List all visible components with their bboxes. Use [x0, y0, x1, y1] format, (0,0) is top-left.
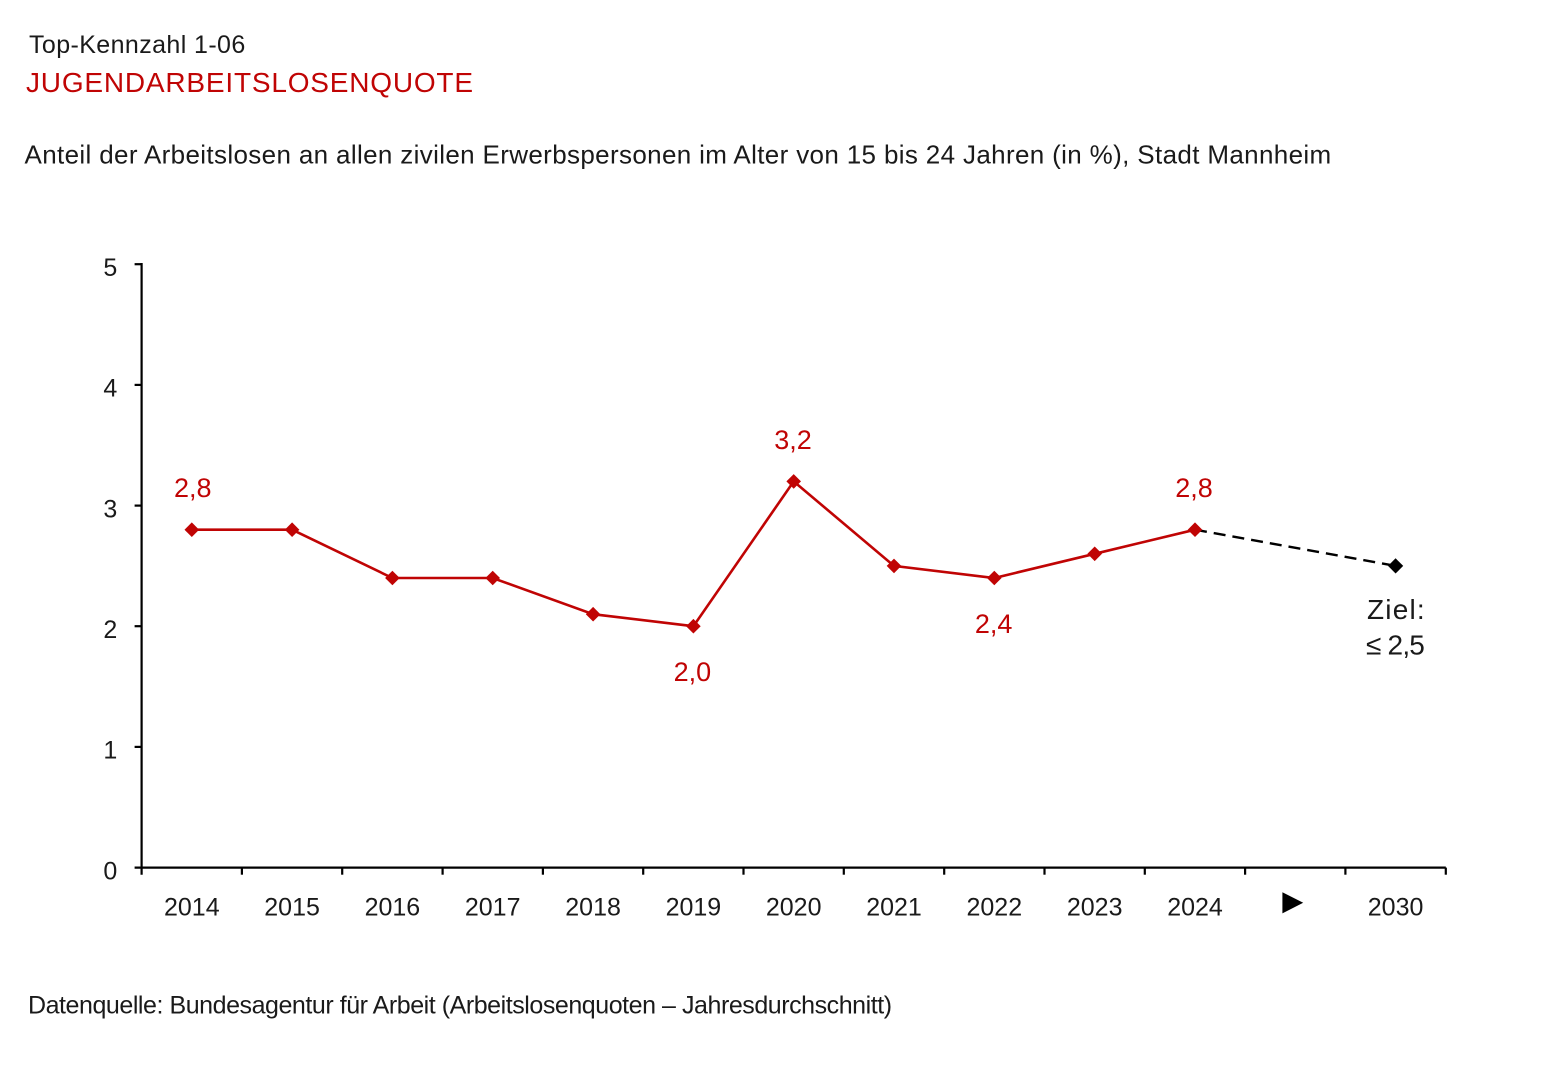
svg-text:Top-Kennzahl 1-06: Top-Kennzahl 1-06 — [29, 31, 246, 59]
svg-text:2019: 2019 — [666, 893, 722, 921]
svg-text:2030: 2030 — [1368, 893, 1424, 921]
svg-text:3,2: 3,2 — [774, 425, 812, 455]
svg-text:2,0: 2,0 — [674, 657, 712, 687]
svg-text:0: 0 — [103, 857, 117, 885]
svg-text:2,8: 2,8 — [1175, 473, 1213, 503]
svg-text:Ziel:: Ziel: — [1367, 594, 1426, 625]
svg-text:2024: 2024 — [1167, 893, 1223, 921]
svg-text:JUGENDARBEITSLOSENQUOTE: JUGENDARBEITSLOSENQUOTE — [26, 67, 474, 98]
svg-text:2016: 2016 — [365, 893, 421, 921]
svg-text:2014: 2014 — [164, 893, 220, 921]
svg-text:Anteil der Arbeitslosen an all: Anteil der Arbeitslosen an allen zivilen… — [25, 139, 1332, 169]
svg-text:2023: 2023 — [1067, 893, 1123, 921]
svg-text:2015: 2015 — [264, 893, 320, 921]
svg-text:2: 2 — [103, 616, 117, 644]
svg-text:5: 5 — [103, 254, 117, 282]
svg-text:2020: 2020 — [766, 893, 822, 921]
svg-text:1: 1 — [103, 737, 117, 765]
svg-text:2017: 2017 — [465, 893, 521, 921]
svg-text:3: 3 — [103, 495, 117, 523]
svg-text:2,4: 2,4 — [975, 609, 1013, 639]
svg-text:2022: 2022 — [966, 893, 1022, 921]
svg-text:2021: 2021 — [866, 893, 922, 921]
svg-text:4: 4 — [103, 375, 117, 403]
svg-text:≤ 2,5: ≤ 2,5 — [1366, 630, 1424, 661]
svg-text:2018: 2018 — [565, 893, 621, 921]
svg-text:Datenquelle: Bundesagentur für: Datenquelle: Bundesagentur für Arbeit (A… — [28, 991, 892, 1019]
svg-text:2,8: 2,8 — [174, 473, 212, 503]
